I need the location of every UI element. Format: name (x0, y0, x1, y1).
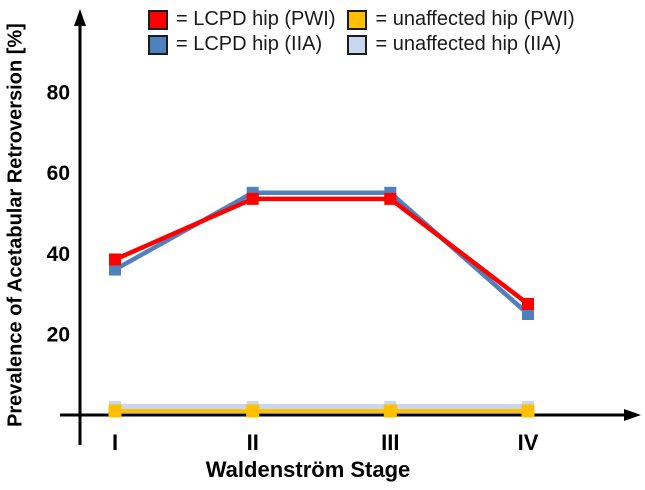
legend-label: = unaffected hip (IIA) (375, 33, 562, 55)
legend-item-lcpd-iia: = LCPD hip (IIA) (148, 33, 335, 56)
series-marker-lcpd-hip-pwi- (246, 192, 259, 205)
series-marker-unaffected-hip-pwi- (108, 404, 122, 418)
series-marker-unaffected-hip-pwi- (383, 404, 397, 418)
legend-label: = LCPD hip (PWI) (176, 8, 336, 30)
series-marker-lcpd-hip-iia- (522, 308, 534, 320)
series-line-lcpd-hip-pwi- (114, 196, 530, 306)
series-marker-unaffected-hip-pwi- (246, 404, 260, 418)
y-tick-label: 40 (47, 243, 70, 266)
y-tick-label: 60 (47, 162, 70, 185)
x-tick-label: II (247, 430, 259, 455)
chart-legend: = LCPD hip (PWI) = unaffected hip (PWI) … (148, 8, 575, 56)
y-axis-arrow-icon (74, 9, 86, 26)
legend-swatch-blue-icon (148, 34, 168, 55)
x-axis-arrow-icon (624, 409, 641, 421)
series-marker-lcpd-hip-pwi- (522, 297, 534, 310)
legend-swatch-lightblue-icon (347, 34, 368, 55)
series-line-lcpd-hip-iia- (113, 190, 530, 316)
legend-label: = LCPD hip (IIA) (176, 33, 323, 55)
legend-label: = unaffected hip (PWI) (375, 8, 575, 30)
series-marker-lcpd-hip-iia- (109, 263, 121, 276)
y-tick-label: 80 (47, 81, 70, 104)
y-axis-title: Prevalence of Acetabular Retroversion [%… (4, 23, 27, 427)
legend-item-unaffected-iia: = unaffected hip (IIA) (347, 33, 574, 56)
x-tick-label: III (381, 430, 399, 455)
legend-item-unaffected-pwi: = unaffected hip (PWI) (347, 8, 575, 31)
series-marker-lcpd-hip-pwi- (384, 192, 397, 205)
x-tick-label: IV (518, 430, 539, 455)
legend-item-lcpd-pwi: = LCPD hip (PWI) (148, 8, 335, 31)
y-tick-label: 20 (47, 324, 70, 347)
legend-swatch-gold-icon (347, 9, 368, 30)
legend-swatch-red-icon (148, 9, 168, 30)
x-axis-title: Waldenström Stage (205, 457, 411, 482)
x-tick-label: I (112, 430, 118, 455)
series-marker-unaffected-hip-pwi- (521, 404, 535, 418)
series-marker-lcpd-hip-pwi- (109, 253, 121, 266)
